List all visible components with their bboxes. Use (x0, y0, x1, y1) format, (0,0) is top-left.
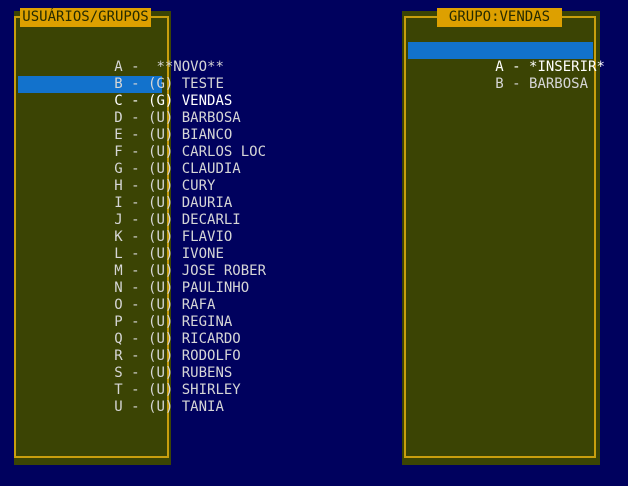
users-groups-list: A - **NOVO** B - (G) TESTE C - (G) VENDA… (14, 42, 266, 415)
list-item-label: G - (U) CLAUDIA (114, 161, 241, 177)
list-item-label: B - BARBOSA (495, 76, 589, 92)
list-item-label: M - (U) JOSE ROBER (114, 263, 267, 279)
list-item[interactable]: M - (U) JOSE ROBER (18, 246, 266, 279)
list-item-label: R - (U) RODOLFO (114, 348, 241, 364)
list-item[interactable]: J - (U) DECARLI (18, 195, 240, 228)
list-item[interactable]: H - (U) CURY (18, 161, 215, 194)
list-item-label: A - **NOVO** (114, 59, 224, 75)
list-item[interactable]: A - **NOVO** (18, 42, 224, 75)
list-item[interactable]: N - (U) PAULINHO (18, 263, 249, 296)
list-item[interactable]: B - (G) TESTE (18, 59, 224, 92)
group-vendas-panel-title: GRUPO:VENDAS (437, 8, 562, 27)
list-item-label: N - (U) PAULINHO (114, 280, 250, 296)
list-item-label: T - (U) SHIRLEY (114, 382, 241, 398)
group-vendas-panel: GRUPO:VENDAS A - *INSERIR* B - BARBOSA (402, 8, 605, 465)
group-members-list: A - *INSERIR* B - BARBOSA (402, 42, 605, 92)
list-item[interactable]: T - (U) SHIRLEY (18, 365, 240, 398)
list-item[interactable]: C - (G) VENDAS (18, 76, 232, 109)
list-item-label: B - (G) TESTE (114, 76, 224, 92)
users-groups-panel-title: USUÁRIOS/GRUPOS (20, 8, 151, 27)
list-item[interactable]: Q - (U) RICARDO (18, 314, 240, 347)
list-item-label: S - (U) RUBENS (114, 365, 233, 381)
list-item[interactable]: G - (U) CLAUDIA (18, 144, 240, 177)
list-item[interactable]: B - BARBOSA (408, 59, 593, 92)
list-item[interactable]: O - (U) RAFA (18, 280, 215, 313)
list-item[interactable]: D - (U) BARBOSA (18, 93, 240, 126)
list-item-label: H - (U) CURY (114, 178, 216, 194)
list-item[interactable]: I - (U) DAURIA (18, 178, 232, 211)
users-groups-panel: USUÁRIOS/GRUPOS A - **NOVO** B - (G) TES… (14, 8, 266, 465)
list-item[interactable]: K - (U) FLAVIO (18, 212, 232, 245)
list-item-label: I - (U) DAURIA (114, 195, 233, 211)
list-item-label: O - (U) RAFA (114, 297, 216, 313)
list-item[interactable]: U - (U) TANIA (18, 382, 224, 415)
list-item-label: K - (U) FLAVIO (114, 229, 233, 245)
list-item[interactable]: L - (U) IVONE (18, 229, 224, 262)
list-item[interactable]: F - (U) CARLOS LOC (18, 127, 266, 160)
list-item-label: F - (U) CARLOS LOC (114, 144, 267, 160)
list-item-label: L - (U) IVONE (114, 246, 224, 262)
list-item[interactable]: P - (U) REGINA (18, 297, 232, 330)
list-item[interactable]: E - (U) BIANCO (18, 110, 232, 143)
list-item-label: Q - (U) RICARDO (114, 331, 241, 347)
list-item-label: J - (U) DECARLI (114, 212, 241, 228)
list-item[interactable]: A - *INSERIR* (408, 42, 605, 75)
list-item-label: E - (U) BIANCO (114, 127, 233, 143)
list-item-label: C - (G) VENDAS (114, 93, 233, 109)
list-item[interactable]: S - (U) RUBENS (18, 348, 232, 381)
list-item-label: U - (U) TANIA (114, 399, 224, 415)
list-item[interactable]: R - (U) RODOLFO (18, 331, 240, 364)
list-item-label: A - *INSERIR* (495, 59, 605, 75)
list-item-label: D - (U) BARBOSA (114, 110, 241, 126)
list-item-label: P - (U) REGINA (114, 314, 233, 330)
